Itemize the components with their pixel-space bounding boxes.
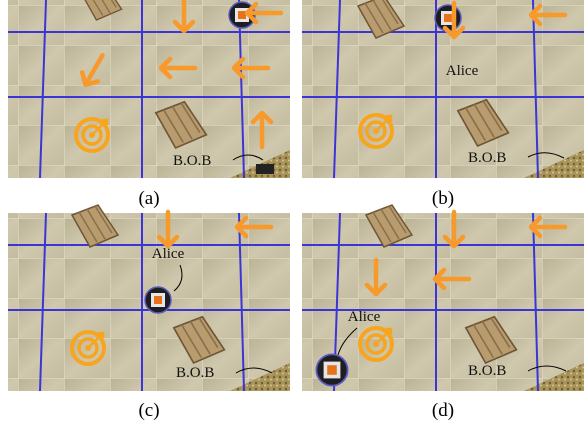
panel-a: B.O.B	[8, 0, 290, 178]
bob-label: B.O.B	[468, 363, 506, 379]
figure: B.O.B (a) Alice B.O.B (b) Alice B.O.B (c…	[0, 0, 584, 429]
caption: (c)	[138, 400, 159, 421]
alice-label: Alice	[348, 309, 381, 325]
bob-label: B.O.B	[468, 150, 506, 166]
bob-label: B.O.B	[176, 365, 214, 381]
caption: (a)	[138, 188, 159, 209]
bob-label: B.O.B	[173, 153, 211, 169]
caption: (d)	[432, 400, 454, 421]
alice-label: Alice	[446, 63, 479, 79]
panel-d: Alice B.O.B	[302, 205, 584, 391]
caption: (b)	[432, 188, 454, 209]
panel-c: Alice B.O.B	[8, 205, 290, 391]
panel-b: Alice B.O.B	[302, 0, 584, 178]
alice-label: Alice	[152, 246, 185, 262]
